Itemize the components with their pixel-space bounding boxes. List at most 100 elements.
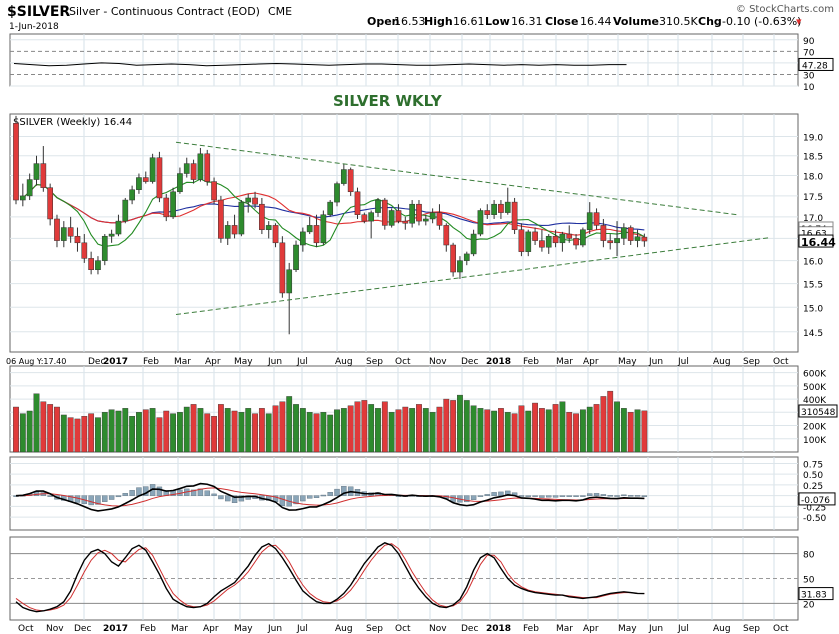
description-label: Silver - Continuous Contract (EOD) bbox=[69, 5, 260, 18]
macd-histogram-bar bbox=[593, 493, 600, 496]
candle-body bbox=[108, 233, 115, 237]
macd-histogram-bar bbox=[477, 495, 484, 497]
x-axis-label: Aug bbox=[335, 357, 353, 367]
macd-histogram-bar bbox=[525, 495, 531, 497]
rsi-value-label: 47.28 bbox=[802, 61, 828, 71]
panel-frame bbox=[9, 113, 799, 353]
price-tick-label: 15.5 bbox=[803, 281, 823, 291]
bottom-x-axis-label: Dec bbox=[74, 624, 91, 634]
macd-histogram-bar bbox=[498, 491, 504, 496]
volume-bar bbox=[26, 410, 33, 453]
volume-bar bbox=[293, 404, 299, 453]
bottom-x-axis-label: Jul bbox=[296, 624, 308, 634]
volume-bar bbox=[40, 401, 47, 453]
volume-bar bbox=[101, 412, 108, 453]
candle-body bbox=[54, 218, 60, 241]
candle-body bbox=[259, 203, 265, 230]
volume-bar bbox=[477, 408, 484, 453]
x-axis-label: May bbox=[618, 357, 637, 367]
candle-body bbox=[320, 214, 327, 244]
volume-bar bbox=[67, 417, 74, 453]
macd-histogram-bar bbox=[225, 495, 231, 502]
candle-body bbox=[457, 260, 463, 273]
macd-histogram-bar bbox=[641, 495, 648, 497]
candle-body bbox=[81, 242, 88, 259]
volume-bar bbox=[238, 412, 245, 453]
volume-bar bbox=[607, 390, 614, 453]
candle-body bbox=[204, 153, 211, 182]
bottom-x-axis-label: 2017 bbox=[103, 624, 128, 634]
bottom-x-axis-label: Oct bbox=[395, 624, 411, 634]
candle-body bbox=[463, 253, 470, 261]
volume-bar bbox=[579, 409, 586, 453]
candle-body bbox=[60, 227, 67, 241]
open-label: Open bbox=[367, 15, 400, 28]
volume-bar bbox=[641, 410, 648, 453]
candle-body bbox=[218, 199, 224, 239]
candle-body bbox=[361, 214, 368, 222]
x-axis-label: Feb bbox=[143, 357, 159, 367]
volume-bar bbox=[593, 404, 600, 453]
upper-trendline bbox=[175, 141, 738, 216]
candle-body bbox=[327, 201, 334, 215]
high-label: High bbox=[424, 15, 453, 28]
x-axis-label: Oct bbox=[395, 357, 411, 367]
exchange-label: CME bbox=[268, 5, 292, 18]
candle-body bbox=[409, 203, 415, 224]
volume-bar bbox=[532, 402, 538, 453]
volume-bar bbox=[388, 412, 395, 453]
macd-histogram-bar bbox=[231, 495, 238, 504]
x-axis-label: Apr bbox=[205, 357, 221, 367]
macd-histogram-bar bbox=[334, 488, 340, 496]
candle-body bbox=[593, 212, 600, 226]
macd-value-label: -0.076 bbox=[801, 496, 830, 506]
macd-histogram-bar bbox=[470, 495, 477, 500]
bottom-x-axis-label: Jun bbox=[648, 624, 663, 634]
x-axis-label: Mar bbox=[174, 357, 191, 367]
volume-bar bbox=[416, 404, 422, 453]
volume-bar bbox=[149, 408, 156, 453]
candle-body bbox=[539, 240, 545, 248]
candle-body bbox=[552, 235, 559, 244]
volume-bar bbox=[402, 406, 409, 453]
candle-body bbox=[436, 212, 443, 226]
volume-tick-label: 200K bbox=[803, 423, 827, 433]
volume-bar bbox=[539, 408, 545, 453]
candle-body bbox=[586, 212, 593, 230]
volume-bar bbox=[498, 408, 504, 453]
candle-body bbox=[600, 225, 607, 241]
candle-body bbox=[621, 227, 627, 239]
candle-body bbox=[627, 227, 634, 241]
macd-histogram-bar bbox=[539, 495, 545, 498]
date-label: 1-Jun-2018 bbox=[9, 22, 59, 32]
macd-tick-label: 0.75 bbox=[803, 460, 823, 470]
volume-bar bbox=[313, 413, 320, 453]
volume-bar bbox=[115, 410, 122, 453]
candle-body bbox=[136, 177, 142, 190]
symbol-label: $SILVER bbox=[7, 4, 70, 20]
rsi-tick-label: 70 bbox=[803, 48, 815, 58]
open-value: 16.53 bbox=[394, 15, 426, 28]
bottom-x-axis-label: Jun bbox=[267, 624, 282, 634]
stoch-tick-label: 50 bbox=[803, 576, 815, 586]
volume-bar bbox=[566, 412, 573, 453]
volume-bar bbox=[354, 401, 361, 453]
candle-body bbox=[354, 191, 361, 215]
macd-histogram-bar bbox=[211, 493, 217, 496]
macd-histogram-bar bbox=[279, 495, 286, 506]
macd-line bbox=[15, 482, 645, 512]
candle-body bbox=[498, 203, 504, 213]
bottom-x-axis-label: Sep bbox=[743, 624, 760, 634]
low-label: Low bbox=[485, 15, 510, 28]
candle-body bbox=[19, 195, 26, 201]
bottom-x-axis-label: Apr bbox=[203, 624, 219, 634]
volume-tick-label: 100K bbox=[803, 436, 827, 446]
macd-histogram-bar bbox=[546, 495, 552, 498]
macd-histogram-bar bbox=[464, 495, 470, 503]
volume-bar bbox=[177, 412, 183, 453]
volume-bar bbox=[108, 409, 115, 453]
candle-body bbox=[95, 260, 101, 270]
volume-bar bbox=[552, 404, 559, 453]
candle-body bbox=[245, 197, 252, 203]
candle-body bbox=[422, 218, 429, 222]
